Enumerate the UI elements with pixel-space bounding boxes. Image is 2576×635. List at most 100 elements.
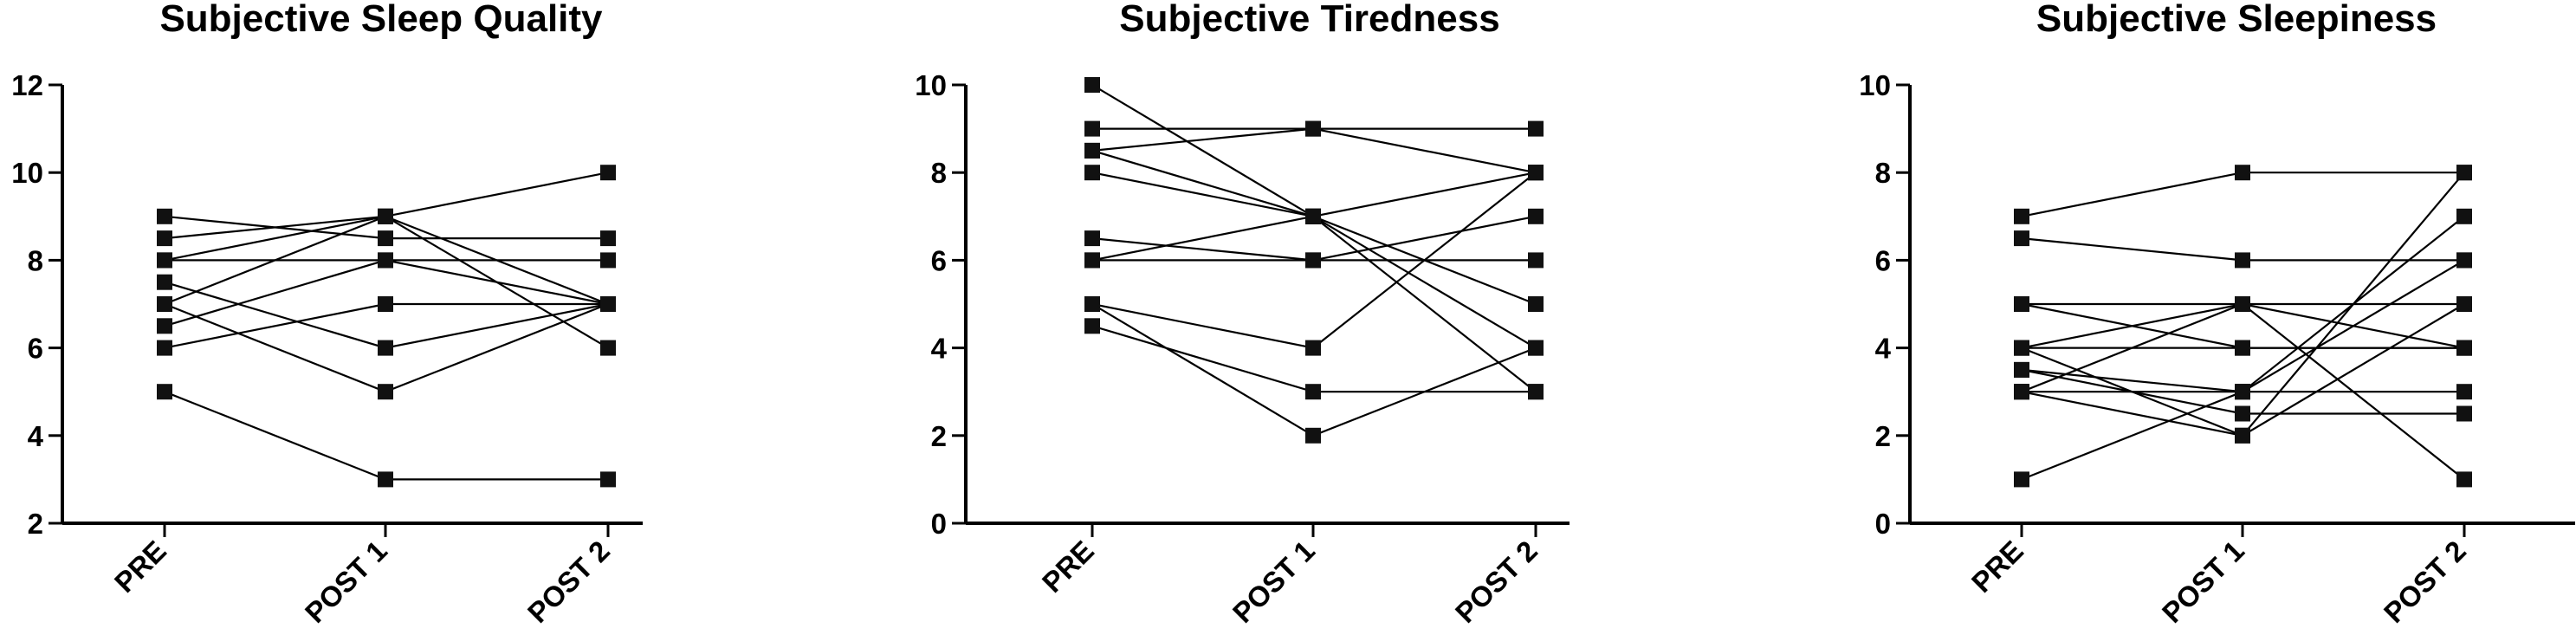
data-point	[2235, 384, 2250, 400]
data-point	[2456, 208, 2472, 224]
data-point	[157, 318, 172, 334]
series-line-10	[164, 391, 608, 481]
data-point	[2235, 296, 2250, 312]
data-point	[378, 340, 393, 356]
y-tick-label: 10	[915, 69, 947, 101]
data-point	[2235, 252, 2250, 269]
x-tick-label: POST 1	[2156, 535, 2250, 629]
panel-1: Subjective Sleep Quality 2 4 6 8 10 12 PRE POST …	[11, 0, 643, 629]
data-point	[2014, 361, 2029, 378]
data-point	[2014, 296, 2029, 312]
y-tick-label: 2	[1875, 420, 1891, 452]
data-point	[378, 230, 393, 247]
data-point	[1528, 296, 1544, 312]
x-tick-label: POST 2	[1449, 535, 1544, 629]
data-point	[1528, 252, 1544, 269]
data-point	[157, 230, 172, 247]
data-point	[2014, 471, 2029, 488]
data-point	[2235, 405, 2250, 422]
x-tick-label: POST 1	[299, 535, 393, 629]
data-point	[378, 471, 393, 488]
series-line-10	[1091, 303, 1537, 437]
x-tick-label: POST 2	[521, 535, 616, 629]
y-tick-label: 6	[1875, 244, 1891, 276]
panel-2: Subjective Tiredness 0 2 4 6 8 10 PRE POST 1 POST…	[915, 0, 1570, 629]
data-point	[1528, 340, 1544, 356]
data-point	[2456, 340, 2472, 356]
data-point	[600, 296, 616, 312]
data-point	[157, 252, 172, 269]
series-line-11	[1091, 325, 1536, 393]
data-point	[600, 165, 616, 181]
data-point	[2235, 340, 2250, 356]
data-point	[378, 296, 393, 312]
data-point	[1305, 384, 1321, 400]
data-point	[1084, 318, 1100, 334]
series-line-13	[2021, 259, 2465, 481]
panel-title: Subjective Sleep Quality	[159, 0, 603, 40]
data-point	[2456, 165, 2472, 181]
data-point	[2456, 252, 2472, 269]
data-point	[1084, 296, 1100, 312]
data-point	[1084, 165, 1100, 181]
data-point	[378, 252, 393, 269]
panel-3: Subjective Sleepiness 0 2 4 6 8 10 PRE POST 1 POS…	[1859, 0, 2575, 629]
data-point	[1084, 252, 1100, 269]
data-point	[157, 274, 172, 290]
data-point	[600, 230, 616, 247]
y-tick-label: 4	[931, 333, 948, 365]
series-line-2	[164, 172, 609, 240]
data-point	[1528, 208, 1544, 224]
data-point	[1084, 120, 1100, 137]
data-point	[2456, 296, 2472, 312]
data-point	[1305, 208, 1321, 224]
data-point	[157, 208, 172, 224]
series-line-5	[164, 281, 609, 349]
y-tick-label: 10	[1859, 69, 1891, 101]
data-point	[600, 252, 616, 269]
x-tick-label: POST 1	[1227, 535, 1321, 629]
data-point	[157, 296, 172, 312]
data-point	[2235, 165, 2250, 181]
data-point	[2014, 340, 2029, 356]
data-point	[2235, 427, 2250, 444]
panel-title: Subjective Sleepiness	[2036, 0, 2437, 40]
data-point	[2014, 384, 2029, 400]
y-tick-label: 8	[931, 157, 947, 189]
y-tick-label: 0	[1875, 508, 1891, 540]
data-point	[2456, 471, 2472, 488]
y-tick-label: 6	[28, 333, 43, 365]
data-point	[157, 340, 172, 356]
y-tick-label: 8	[1875, 157, 1891, 189]
y-tick-label: 2	[28, 508, 43, 540]
data-point	[1084, 142, 1100, 159]
data-point	[1528, 384, 1544, 400]
data-point	[378, 384, 393, 400]
x-tick-label: PRE	[1036, 535, 1100, 599]
data-point	[1305, 252, 1321, 269]
y-tick-label: 4	[28, 420, 44, 452]
x-tick-label: PRE	[108, 535, 172, 599]
y-tick-label: 12	[11, 69, 43, 101]
x-tick-label: POST 2	[2378, 535, 2472, 629]
data-point	[1305, 427, 1321, 444]
series-line-4	[1091, 149, 1537, 306]
data-point	[1305, 340, 1321, 356]
y-tick-label: 6	[931, 244, 947, 276]
y-tick-label: 0	[931, 508, 947, 540]
data-point	[1084, 230, 1100, 247]
y-tick-label: 8	[28, 244, 43, 276]
panel-title: Subjective Tiredness	[1119, 0, 1499, 40]
data-point	[1528, 165, 1544, 181]
data-point	[157, 384, 172, 400]
x-tick-label: PRE	[1965, 535, 2029, 599]
data-point	[2456, 384, 2472, 400]
data-point	[378, 208, 393, 224]
data-point	[1305, 120, 1321, 137]
data-point	[2014, 230, 2029, 247]
y-tick-label: 10	[11, 157, 43, 189]
y-tick-label: 4	[1875, 333, 1892, 365]
y-tick-label: 2	[931, 420, 947, 452]
data-point	[2014, 208, 2029, 224]
